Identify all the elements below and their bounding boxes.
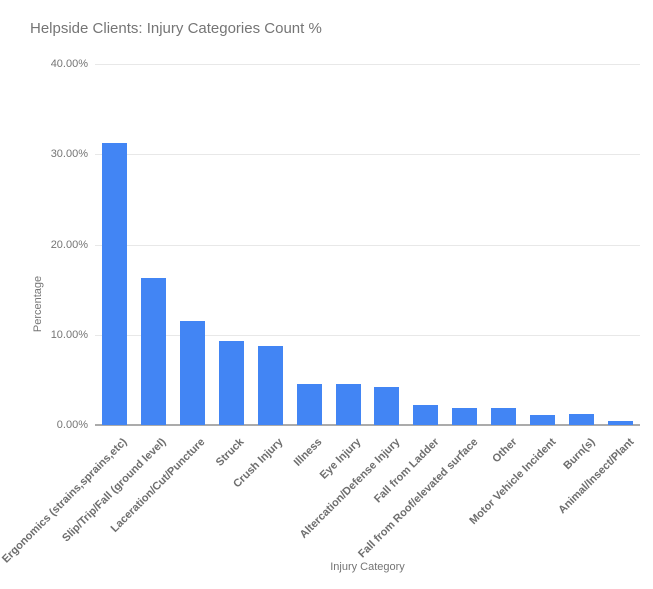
bar[interactable] (413, 405, 439, 425)
y-tick-label: 40.00% (50, 58, 88, 70)
bar[interactable] (335, 383, 361, 425)
bar[interactable] (257, 345, 283, 425)
gridline (95, 244, 640, 246)
x-axis-line (95, 424, 640, 426)
gridline (95, 64, 640, 65)
y-axis-title: Percentage (32, 275, 44, 333)
bar[interactable] (569, 414, 595, 425)
y-tick-label: 20.00% (50, 238, 88, 251)
bar[interactable] (530, 415, 556, 425)
bar[interactable] (140, 277, 166, 425)
chart-title: Helpside Clients: Injury Categories Coun… (30, 20, 322, 37)
bar[interactable] (608, 421, 634, 425)
bar[interactable] (179, 321, 205, 425)
bar[interactable] (218, 341, 244, 425)
gridline (95, 334, 640, 336)
bar[interactable] (101, 142, 127, 425)
y-tick-label: 0.00% (56, 419, 88, 431)
bar[interactable] (452, 407, 478, 425)
plot-area (95, 64, 640, 426)
x-axis-title: Injury Category (330, 561, 405, 573)
y-tick-label: 10.00% (50, 328, 88, 341)
y-tick-label: 30.00% (50, 148, 88, 161)
bar[interactable] (491, 407, 517, 425)
gridline (95, 154, 640, 156)
bar[interactable] (296, 383, 322, 425)
bar[interactable] (374, 387, 400, 425)
